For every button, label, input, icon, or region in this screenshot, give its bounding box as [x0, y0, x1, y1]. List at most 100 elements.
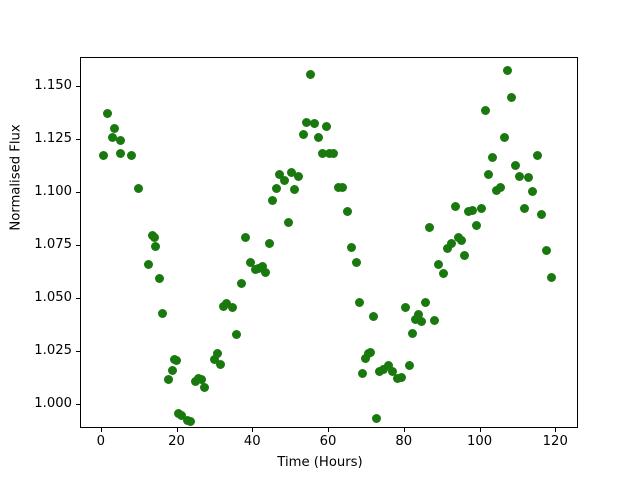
data-point [425, 223, 435, 233]
data-point [115, 135, 125, 145]
x-axis-tick-label: 20 [168, 434, 185, 449]
y-axis-tick [76, 403, 80, 405]
data-point [434, 259, 444, 269]
data-point [299, 130, 309, 140]
x-axis-tick [100, 428, 102, 432]
data-point [547, 273, 557, 283]
data-point [369, 311, 379, 321]
y-axis-tick-label: 1.125 [34, 130, 72, 146]
data-point [392, 373, 402, 383]
y-axis-tick [76, 297, 80, 299]
x-axis-tick-label: 80 [395, 434, 413, 449]
x-axis-tick [252, 428, 254, 432]
data-point [232, 329, 242, 339]
data-point [116, 148, 126, 158]
y-axis-tick-label: 1.050 [34, 289, 72, 305]
data-point [347, 243, 357, 253]
x-axis-tick [328, 428, 330, 432]
data-point [476, 204, 486, 214]
data-point [209, 354, 219, 364]
data-point [280, 175, 290, 185]
data-point [351, 257, 361, 267]
y-axis-tick-label: 1.150 [34, 77, 72, 93]
data-point [360, 353, 370, 363]
data-point [357, 369, 367, 379]
data-point [443, 244, 453, 254]
data-point [484, 170, 494, 180]
data-point [227, 302, 237, 312]
data-point [503, 65, 513, 75]
data-point [342, 206, 352, 216]
scatter-points-area [81, 58, 577, 427]
x-axis-tick-label: 60 [319, 434, 337, 449]
x-axis-tick-label: 40 [243, 434, 261, 449]
data-point [354, 298, 364, 308]
data-point [313, 133, 323, 142]
y-axis-tick-label: 1.000 [34, 395, 72, 411]
data-point [149, 233, 159, 243]
data-point [241, 232, 251, 242]
x-axis-tick [555, 428, 557, 432]
data-point [511, 160, 521, 170]
data-point [246, 258, 256, 268]
data-point [407, 328, 417, 338]
x-axis-tick [403, 428, 405, 432]
data-point [460, 251, 470, 261]
data-point [321, 121, 331, 131]
data-point [379, 365, 389, 375]
data-point [290, 185, 300, 195]
y-axis-tick [76, 85, 80, 87]
data-point [283, 218, 293, 228]
x-axis-tick [176, 428, 178, 432]
y-axis-tick [76, 350, 80, 352]
data-point [537, 209, 547, 219]
data-point [107, 132, 117, 142]
data-point [528, 187, 538, 197]
data-point [236, 279, 246, 289]
data-point [305, 70, 315, 80]
y-axis-tick-label: 1.100 [34, 183, 72, 199]
data-point [222, 299, 232, 309]
data-point [99, 151, 109, 161]
data-point [264, 239, 274, 249]
data-point [151, 242, 161, 252]
data-point [176, 410, 186, 420]
data-point [144, 259, 154, 269]
data-point [309, 118, 319, 128]
data-point [371, 413, 381, 423]
data-point [216, 360, 226, 370]
data-point [333, 183, 343, 193]
x-axis-tick [479, 428, 481, 432]
data-point [287, 167, 297, 177]
data-point [163, 374, 173, 384]
data-point [154, 274, 164, 284]
data-point [447, 238, 457, 248]
data-point [133, 184, 143, 194]
data-point [172, 355, 182, 365]
data-point [301, 117, 311, 127]
data-point [438, 268, 448, 278]
data-point [103, 108, 113, 118]
data-point [110, 123, 120, 133]
plot-axes [80, 57, 578, 428]
y-axis-tick-label: 1.025 [34, 342, 72, 358]
data-point [488, 152, 498, 162]
data-point [410, 314, 420, 324]
x-axis-label: Time (Hours) [277, 455, 363, 470]
x-axis-tick-label: 120 [542, 434, 568, 449]
data-point [542, 246, 552, 256]
data-point [185, 416, 195, 426]
data-point [157, 309, 167, 319]
x-axis-tick-label: 100 [466, 434, 493, 449]
data-point [429, 316, 439, 326]
data-point [413, 309, 423, 319]
y-axis-tick-label: 1.075 [34, 236, 72, 252]
data-point [523, 173, 533, 183]
data-point [495, 183, 505, 193]
data-point [197, 374, 207, 384]
data-point [450, 202, 460, 212]
data-point [294, 172, 304, 182]
x-axis-tick-label: 0 [96, 434, 106, 449]
data-point [457, 235, 467, 245]
